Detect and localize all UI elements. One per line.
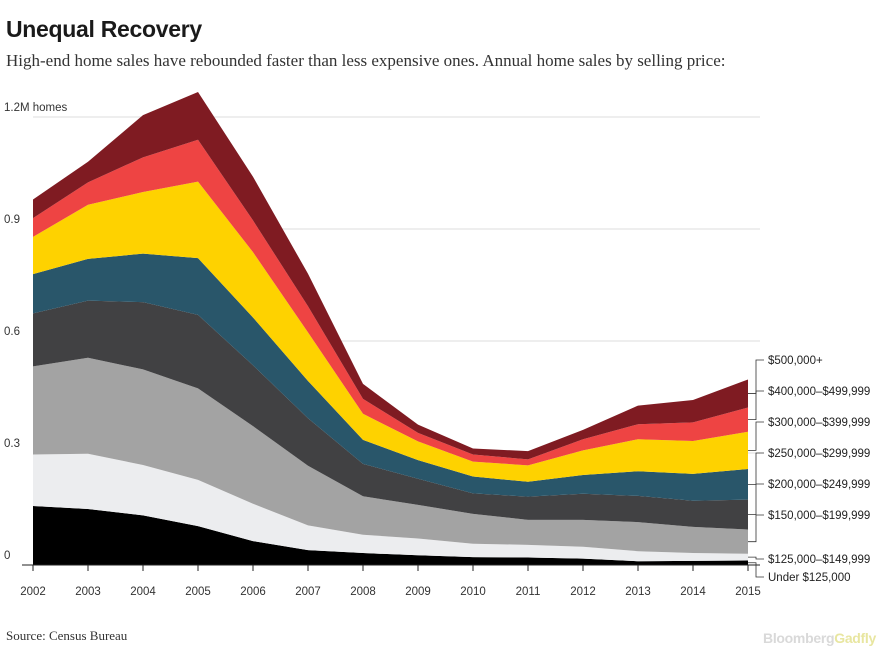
x-tick-label: 2012 [570,586,596,598]
x-tick-label: 2009 [405,586,431,598]
area-series-5 [33,181,748,482]
legend-leader [748,556,764,560]
chart-title: Unequal Recovery [6,16,202,42]
x-tick-label: 2011 [516,586,541,598]
legend-label: $200,000–$249,999 [768,479,870,491]
legend-label: $400,000–$499,999 [768,386,870,398]
brand-part2: Gadfly [834,630,876,646]
y-tick-label: 1.2M homes [4,102,68,114]
brand-logo: BloombergGadfly [763,630,876,646]
legend-leader [748,483,764,515]
area-series-6 [33,139,748,466]
y-tick-label: 0.9 [4,214,20,226]
legend-label: $250,000–$299,999 [768,448,870,460]
x-tick-label: 2013 [625,586,651,598]
area-series [33,91,748,565]
legend-leader [748,452,764,485]
source-note: Source: Census Bureau [6,628,128,643]
legend: Under $125,000 $125,000–$149,999 $150,000–… [748,355,870,584]
x-tick-label: 2002 [20,586,46,598]
area-series-4 [33,253,748,501]
legend-leader [748,421,764,451]
legend-leader [748,359,764,394]
legend-leader [748,514,764,543]
area-series-2 [33,357,748,554]
legend-label: $125,000–$149,999 [768,554,870,566]
chart-subtitle: High-end home sales have rebounded faste… [6,51,726,70]
x-tick-label: 2010 [460,586,486,598]
legend-label: $150,000–$199,999 [768,510,870,522]
x-tick-label: 2003 [75,586,101,598]
axes: 0 0.3 0.6 0.9 1.2M homes 2002 2003 2004 2005 2006… [4,102,761,598]
y-tick-label: 0.3 [4,438,20,450]
y-tick-label: 0.6 [4,326,20,338]
legend-label: Under $125,000 [768,572,850,584]
legend-label: $500,000+ [768,355,823,367]
area-series-7 [33,91,748,460]
area-series-1 [33,453,748,562]
area-series-3 [33,300,748,530]
x-tick-label: 2004 [130,586,156,598]
area-series-0 [33,506,748,565]
legend-leader [748,390,764,420]
legend-leader [748,562,764,578]
x-tick-label: 2006 [240,586,266,598]
x-tick-label: 2015 [735,586,761,598]
y-tick-label: 0 [4,550,10,562]
brand-part1: Bloomberg [763,630,835,646]
x-tick-label: 2014 [680,586,706,598]
x-tick-label: 2007 [295,586,321,598]
x-tick-label: 2005 [185,586,211,598]
legend-label: $300,000–$399,999 [768,417,870,429]
x-tick-label: 2008 [350,586,376,598]
